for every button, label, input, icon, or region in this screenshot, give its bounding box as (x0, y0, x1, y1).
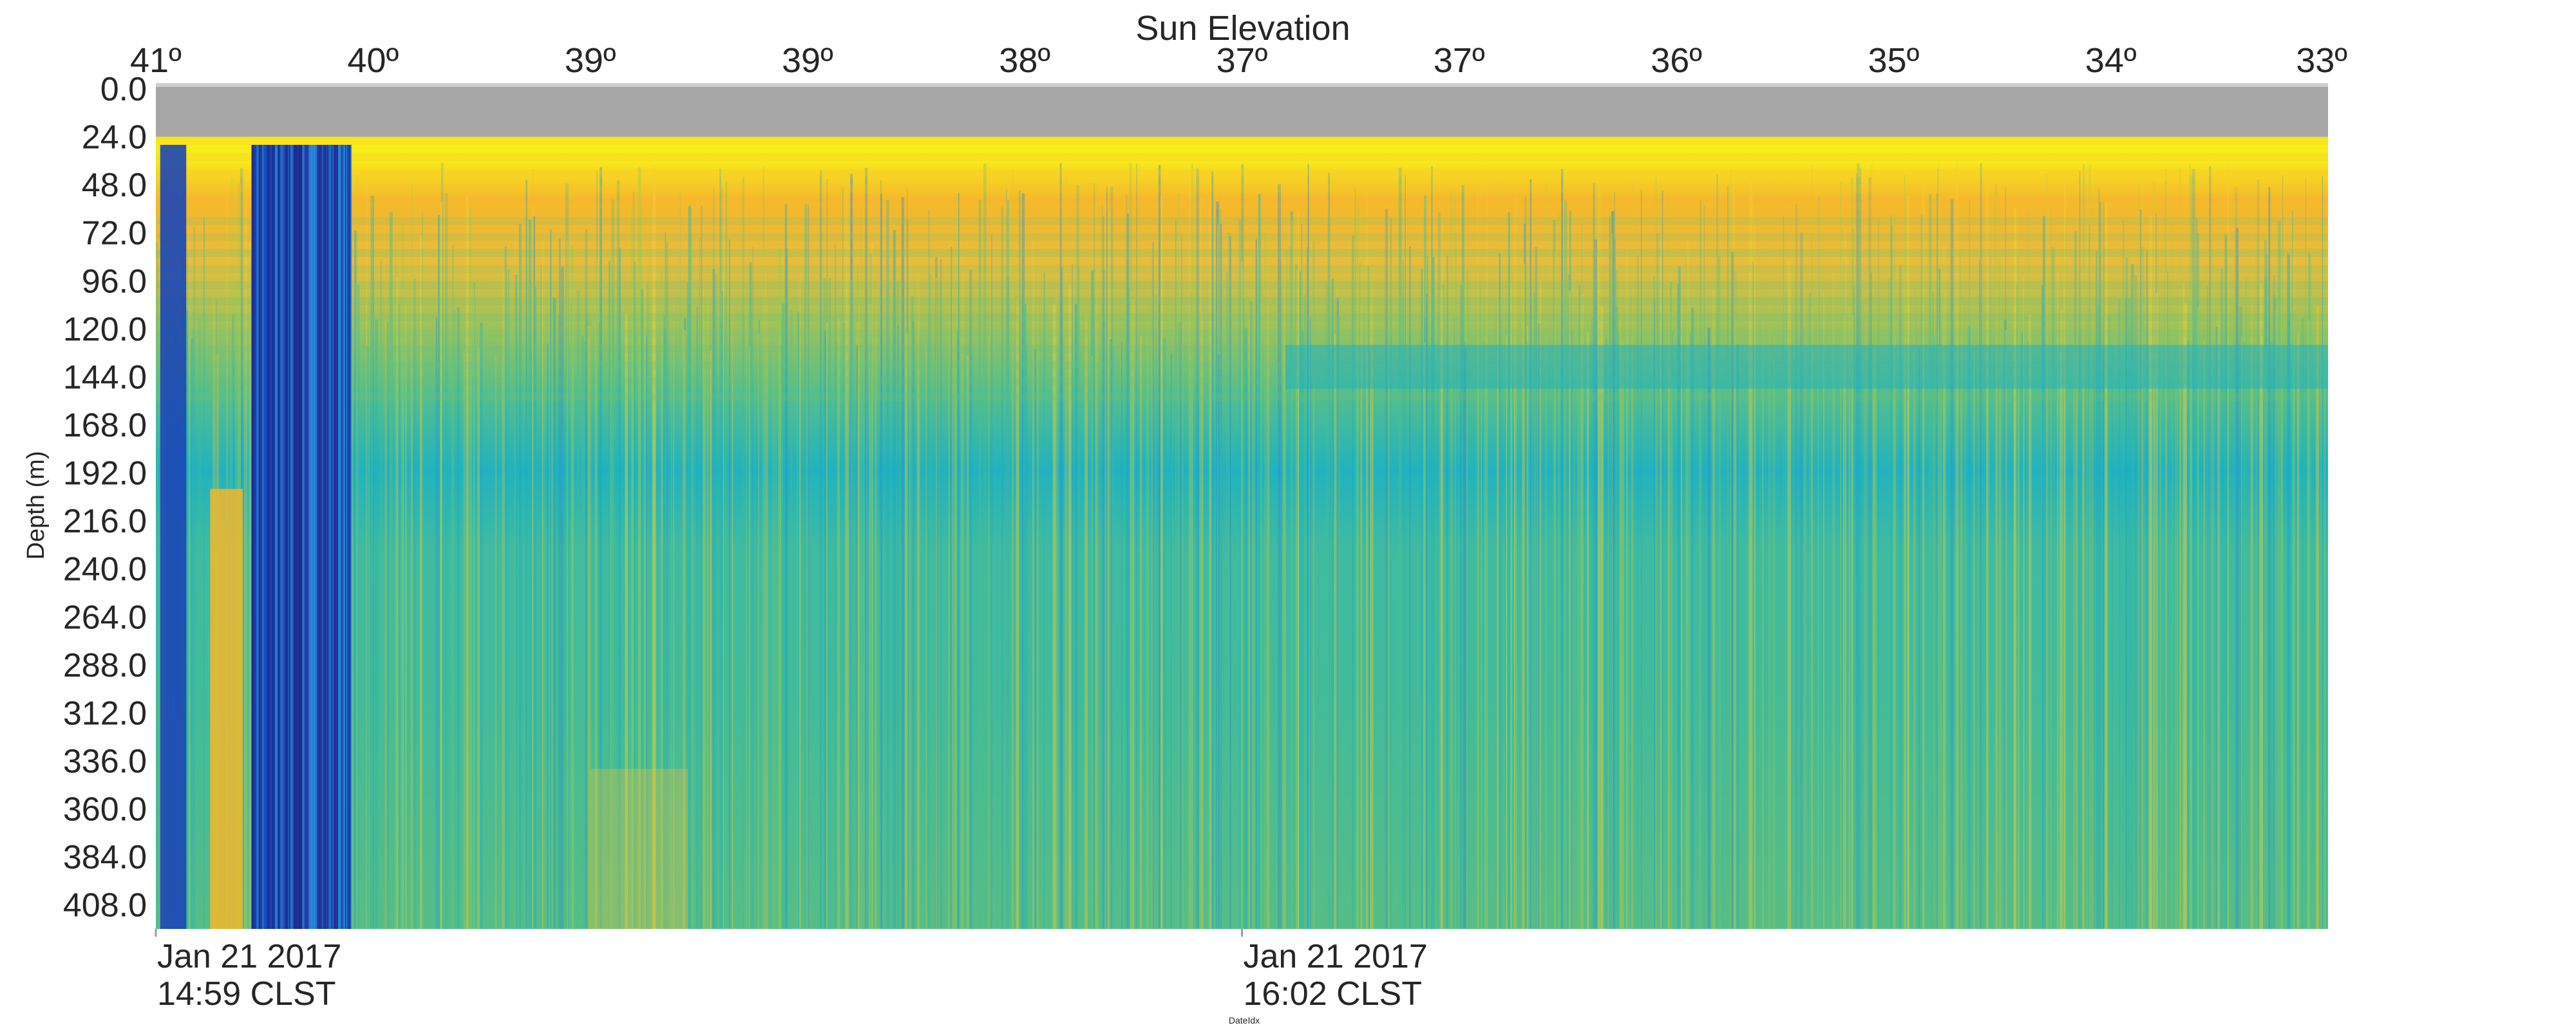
top-tick-label: 41º (130, 41, 182, 80)
y-tick-label: 120.0 (63, 311, 147, 348)
y-tick-label: 264.0 (63, 599, 147, 636)
edge-echo-column (160, 145, 187, 929)
top-axis: 41º 40º 39º 39º 38º 37º 37º 36º 35º 34º 33º (130, 41, 2347, 80)
no-data-band (156, 84, 2328, 137)
y-tick-label: 192.0 (63, 455, 147, 492)
y-axis: 0.0 24.0 48.0 72.0 96.0 120.0 144.0 168.0 192.0 2… (63, 71, 147, 924)
y-tick-label: 96.0 (82, 263, 147, 300)
bottom-tick-time: 16:02 CLST (1244, 975, 1423, 1013)
y-tick-label: 72.0 (82, 215, 147, 252)
y-tick-label: 48.0 (82, 167, 147, 204)
y-axis-label: Depth (m) (23, 451, 50, 560)
echogram-background (156, 83, 2328, 137)
y-tick-label: 168.0 (63, 407, 147, 444)
bottom-tick-date: Jan 21 2017 (1244, 938, 1428, 975)
y-tick-label: 0.0 (100, 71, 147, 108)
chart-title: Sun Elevation (1135, 9, 1350, 48)
surface-bands (156, 136, 2328, 401)
top-tick-label: 36º (1651, 41, 1702, 80)
dense-echo-streaks (251, 145, 352, 929)
warm-echo-patch (590, 769, 688, 929)
top-tick-label: 39º (565, 41, 616, 80)
top-tick-label: 33º (2296, 41, 2347, 80)
top-tick-label: 40º (347, 41, 399, 80)
echo-streaks (156, 162, 2326, 929)
y-tick-label: 336.0 (63, 743, 147, 780)
y-tick-label: 384.0 (63, 839, 147, 876)
echo-field (156, 136, 2328, 929)
y-tick-label: 312.0 (63, 695, 147, 732)
y-tick-label: 24.0 (82, 119, 147, 156)
echogram-data (156, 136, 2328, 929)
y-tick-label: 216.0 (63, 503, 147, 540)
top-tick-label: 35º (1868, 41, 1920, 80)
top-tick-label: 37º (1217, 41, 1268, 80)
x-axis-label: DateIdx (1229, 1015, 1260, 1025)
y-tick-label: 408.0 (63, 887, 147, 924)
y-tick-label: 288.0 (63, 647, 147, 684)
top-tick-label: 38º (999, 41, 1050, 80)
top-tick-label: 37º (1434, 41, 1485, 80)
warm-echo-stripe (210, 489, 243, 929)
top-tick-label: 39º (782, 41, 833, 80)
bottom-tick-date: Jan 21 2017 (157, 938, 341, 975)
y-tick-label: 360.0 (63, 791, 147, 829)
bottom-tick-time: 14:59 CLST (157, 975, 336, 1013)
y-tick-label: 144.0 (63, 359, 147, 396)
scattering-layer (1285, 344, 2328, 389)
top-tick-label: 34º (2085, 41, 2137, 80)
y-tick-label: 240.0 (63, 551, 147, 588)
